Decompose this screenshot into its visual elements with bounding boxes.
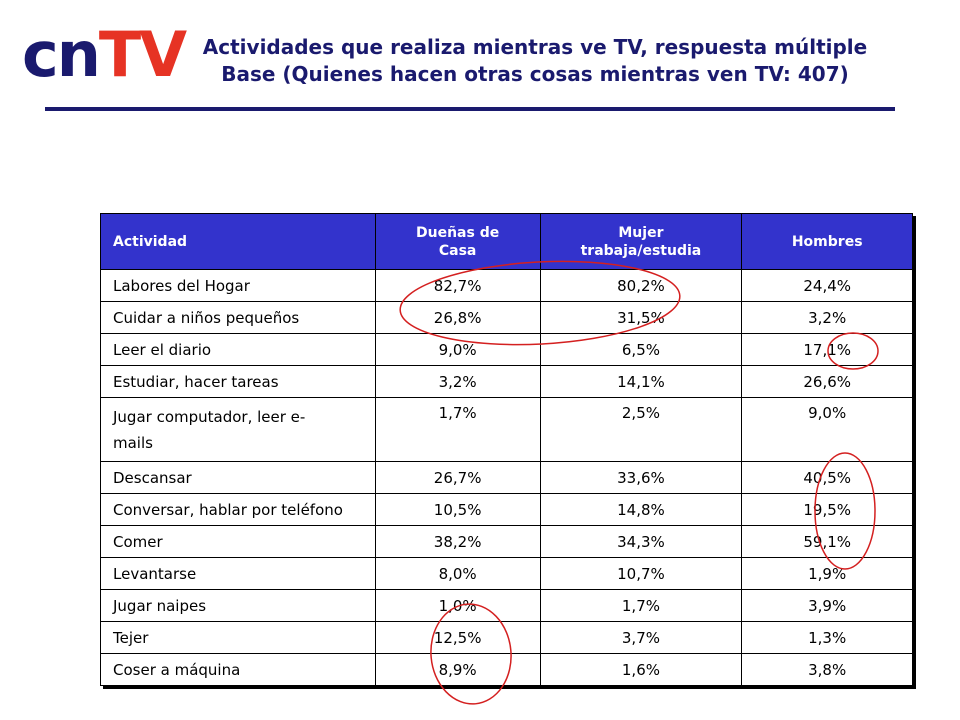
table-row: Leer el diario 9,0% 6,5% 17,1% bbox=[100, 333, 913, 366]
activity-label: Tejer bbox=[100, 621, 376, 654]
table-row: Labores del Hogar 82,7% 80,2% 24,4% bbox=[100, 269, 913, 302]
percent-cell: 38,2% bbox=[374, 525, 541, 558]
percent-cell: 1,7% bbox=[539, 589, 743, 622]
percent-cell: 3,9% bbox=[741, 589, 913, 622]
header-duenas-de-casa: Dueñas de Casa bbox=[374, 213, 541, 270]
table-row: Estudiar, hacer tareas 3,2% 14,1% 26,6% bbox=[100, 365, 913, 398]
percent-cell: 17,1% bbox=[741, 333, 913, 366]
activity-label: Jugar computador, leer e-mails bbox=[100, 397, 376, 462]
title-divider bbox=[45, 107, 895, 111]
percent-cell: 9,0% bbox=[374, 333, 541, 366]
table-row: Jugar naipes 1,0% 1,7% 3,9% bbox=[100, 589, 913, 622]
percent-cell: 3,2% bbox=[741, 301, 913, 334]
activity-label: Conversar, hablar por teléfono bbox=[100, 493, 376, 526]
activity-label: Estudiar, hacer tareas bbox=[100, 365, 376, 398]
activities-table-container: Actividad Dueñas de Casa Mujer trabaja/e… bbox=[100, 213, 913, 686]
activity-label: Labores del Hogar bbox=[100, 269, 376, 302]
percent-cell: 6,5% bbox=[539, 333, 743, 366]
activity-label: Coser a máquina bbox=[100, 653, 376, 686]
percent-cell: 10,7% bbox=[539, 557, 743, 590]
percent-cell: 2,5% bbox=[539, 397, 743, 462]
percent-cell: 8,0% bbox=[374, 557, 541, 590]
percent-cell: 3,7% bbox=[539, 621, 743, 654]
header-hombres: Hombres bbox=[741, 213, 913, 270]
percent-cell: 14,1% bbox=[539, 365, 743, 398]
table-row: Coser a máquina 8,9% 1,6% 3,8% bbox=[100, 653, 913, 686]
activity-label: Descansar bbox=[100, 461, 376, 494]
percent-cell: 3,8% bbox=[741, 653, 913, 686]
table-row: Tejer 12,5% 3,7% 1,3% bbox=[100, 621, 913, 654]
percent-cell: 10,5% bbox=[374, 493, 541, 526]
percent-cell: 8,9% bbox=[374, 653, 541, 686]
percent-cell: 26,7% bbox=[374, 461, 541, 494]
percent-cell: 14,8% bbox=[539, 493, 743, 526]
percent-cell: 26,6% bbox=[741, 365, 913, 398]
percent-cell: 40,5% bbox=[741, 461, 913, 494]
table-row: Conversar, hablar por teléfono 10,5% 14,8%… bbox=[100, 493, 913, 526]
percent-cell: 34,3% bbox=[539, 525, 743, 558]
percent-cell: 1,9% bbox=[741, 557, 913, 590]
table-row: Cuidar a niños pequeños 26,8% 31,5% 3,2% bbox=[100, 301, 913, 334]
percent-cell: 24,4% bbox=[741, 269, 913, 302]
table-row: Jugar computador, leer e-mails 1,7% 2,5% 9,… bbox=[100, 397, 913, 462]
activities-table: Actividad Dueñas de Casa Mujer trabaja/e… bbox=[100, 213, 913, 686]
activity-label: Cuidar a niños pequeños bbox=[100, 301, 376, 334]
table-row: Comer 38,2% 34,3% 59,1% bbox=[100, 525, 913, 558]
percent-cell: 80,2% bbox=[539, 269, 743, 302]
header-actividad: Actividad bbox=[100, 213, 376, 270]
percent-cell: 26,8% bbox=[374, 301, 541, 334]
table-row: Descansar 26,7% 33,6% 40,5% bbox=[100, 461, 913, 494]
title-line-2: Base (Quienes hacen otras cosas mientras… bbox=[221, 62, 849, 86]
header-mujer-trabaja: Mujer trabaja/estudia bbox=[539, 213, 743, 270]
percent-cell: 1,7% bbox=[374, 397, 541, 462]
activity-label: Comer bbox=[100, 525, 376, 558]
percent-cell: 33,6% bbox=[539, 461, 743, 494]
percent-cell: 3,2% bbox=[374, 365, 541, 398]
cntv-logo: cnTV bbox=[22, 24, 187, 86]
percent-cell: 1,3% bbox=[741, 621, 913, 654]
table-row: Levantarse 8,0% 10,7% 1,9% bbox=[100, 557, 913, 590]
activity-label: Levantarse bbox=[100, 557, 376, 590]
logo-cn: cn bbox=[22, 18, 101, 91]
percent-cell: 82,7% bbox=[374, 269, 541, 302]
percent-cell: 31,5% bbox=[539, 301, 743, 334]
percent-cell: 1,0% bbox=[374, 589, 541, 622]
activity-label: Leer el diario bbox=[100, 333, 376, 366]
percent-cell: 59,1% bbox=[741, 525, 913, 558]
percent-cell: 12,5% bbox=[374, 621, 541, 654]
table-header-row: Actividad Dueñas de Casa Mujer trabaja/e… bbox=[100, 213, 913, 270]
percent-cell: 19,5% bbox=[741, 493, 913, 526]
activity-label: Jugar naipes bbox=[100, 589, 376, 622]
percent-cell: 1,6% bbox=[539, 653, 743, 686]
title-line-1: Actividades que realiza mientras ve TV, … bbox=[202, 35, 868, 59]
percent-cell: 9,0% bbox=[741, 397, 913, 462]
logo-tv: TV bbox=[98, 18, 187, 91]
page-title: Actividades que realiza mientras ve TV, … bbox=[170, 34, 900, 88]
